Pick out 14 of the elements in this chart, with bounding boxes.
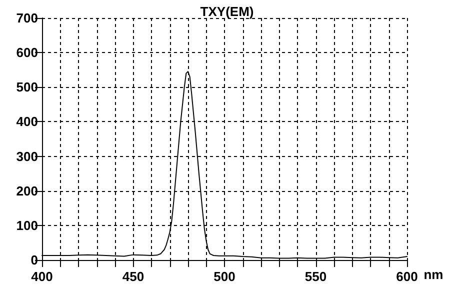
x-tick-label: 500 (214, 269, 236, 284)
y-tick-label: 100 (16, 218, 38, 233)
x-tick-label: 600 (396, 269, 418, 284)
x-tick-label: 400 (31, 269, 53, 284)
y-tick-label: 600 (16, 45, 38, 60)
y-tick-label: 700 (16, 10, 38, 26)
x-tick-label: 450 (122, 269, 144, 284)
x-axis-title: nm (424, 267, 444, 282)
chart-title: TXY(EM) (200, 4, 254, 19)
y-tick-label: 300 (16, 148, 38, 164)
y-tick-label: 200 (16, 183, 38, 198)
y-tick-label: 500 (16, 80, 38, 95)
y-tick-label: 400 (16, 114, 38, 130)
x-tick-label: 550 (304, 269, 327, 284)
